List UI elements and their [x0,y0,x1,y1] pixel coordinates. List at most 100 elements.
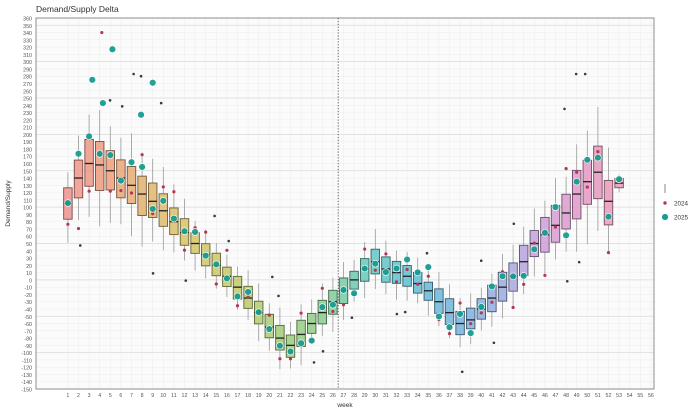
svg-text:360: 360 [23,17,32,23]
svg-text:40: 40 [26,249,32,255]
svg-text:-130: -130 [21,373,32,379]
svg-text:39: 39 [468,393,474,399]
svg-text:44: 44 [521,393,527,399]
svg-text:50: 50 [26,242,32,248]
svg-text:14: 14 [203,393,209,399]
svg-text:-60: -60 [24,322,32,328]
svg-text:280: 280 [23,75,32,81]
svg-text:56: 56 [648,393,654,399]
svg-text:20: 20 [266,393,272,399]
svg-text:10: 10 [160,393,166,399]
svg-text:26: 26 [330,393,336,399]
svg-text:180: 180 [23,147,32,153]
svg-text:1: 1 [66,393,69,399]
svg-text:-50: -50 [24,315,32,321]
svg-text:36: 36 [436,393,442,399]
svg-text:350: 350 [23,24,32,30]
svg-text:-100: -100 [21,351,32,357]
svg-text:270: 270 [23,82,32,88]
svg-text:320: 320 [23,46,32,52]
svg-text:50: 50 [584,393,590,399]
svg-text:31: 31 [383,393,389,399]
svg-text:2024: 2024 [674,201,689,208]
svg-text:290: 290 [23,67,32,73]
svg-text:230: 230 [23,111,32,117]
svg-text:260: 260 [23,89,32,95]
svg-text:-80: -80 [24,337,32,343]
svg-text:300: 300 [23,60,32,66]
svg-text:330: 330 [23,38,32,44]
svg-text:90: 90 [26,213,32,219]
svg-text:49: 49 [574,393,580,399]
svg-text:21: 21 [277,393,283,399]
svg-text:15: 15 [213,393,219,399]
svg-text:38: 38 [457,393,463,399]
svg-text:340: 340 [23,31,32,37]
svg-text:19: 19 [256,393,262,399]
svg-text:47: 47 [553,393,559,399]
svg-text:40: 40 [478,393,484,399]
svg-text:210: 210 [23,126,32,132]
svg-text:4: 4 [98,393,101,399]
svg-text:3: 3 [88,393,91,399]
svg-text:13: 13 [192,393,198,399]
svg-text:30: 30 [26,257,32,263]
svg-text:70: 70 [26,227,32,233]
svg-text:150: 150 [23,169,32,175]
svg-text:42: 42 [500,393,506,399]
svg-text:200: 200 [23,133,32,139]
svg-text:7: 7 [130,393,133,399]
svg-text:28: 28 [351,393,357,399]
svg-text:2: 2 [77,393,80,399]
svg-text:240: 240 [23,104,32,110]
svg-text:48: 48 [563,393,569,399]
svg-text:11: 11 [171,393,177,399]
svg-text:130: 130 [23,184,32,190]
svg-text:43: 43 [510,393,516,399]
svg-text:-30: -30 [24,300,32,306]
svg-text:35: 35 [425,393,431,399]
svg-text:12: 12 [182,393,188,399]
svg-text:53: 53 [616,393,622,399]
svg-text:9: 9 [151,393,154,399]
svg-text:-10: -10 [24,286,32,292]
svg-text:16: 16 [224,393,230,399]
svg-text:-40: -40 [24,307,32,313]
svg-text:week: week [336,402,353,409]
svg-text:17: 17 [235,393,241,399]
svg-text:30: 30 [372,393,378,399]
svg-text:-140: -140 [21,380,32,386]
svg-text:6: 6 [119,393,122,399]
svg-text:41: 41 [489,393,495,399]
svg-text:54: 54 [627,393,633,399]
svg-text:24: 24 [309,393,315,399]
svg-text:170: 170 [23,155,32,161]
svg-text:5: 5 [109,393,112,399]
svg-text:160: 160 [23,162,32,168]
svg-text:-150: -150 [21,388,32,394]
svg-text:140: 140 [23,177,32,183]
svg-text:55: 55 [637,393,643,399]
svg-text:-90: -90 [24,344,32,350]
svg-text:-20: -20 [24,293,32,299]
svg-text:Demand/Supply: Demand/Supply [5,180,12,227]
svg-text:100: 100 [23,206,32,212]
svg-text:80: 80 [26,220,32,226]
svg-text:20: 20 [26,264,32,270]
svg-text:110: 110 [24,198,32,204]
svg-text:0: 0 [29,278,32,284]
svg-text:310: 310 [23,53,32,59]
svg-text:29: 29 [362,393,368,399]
svg-text:18: 18 [245,393,251,399]
svg-text:190: 190 [23,140,32,146]
svg-text:60: 60 [26,235,32,241]
svg-text:120: 120 [23,191,32,197]
svg-text:25: 25 [319,393,325,399]
svg-text:8: 8 [141,393,144,399]
svg-text:37: 37 [447,393,453,399]
svg-text:46: 46 [542,393,548,399]
svg-text:10: 10 [26,271,32,277]
svg-text:32: 32 [394,393,400,399]
svg-text:51: 51 [595,393,601,399]
svg-text:-120: -120 [21,366,32,372]
